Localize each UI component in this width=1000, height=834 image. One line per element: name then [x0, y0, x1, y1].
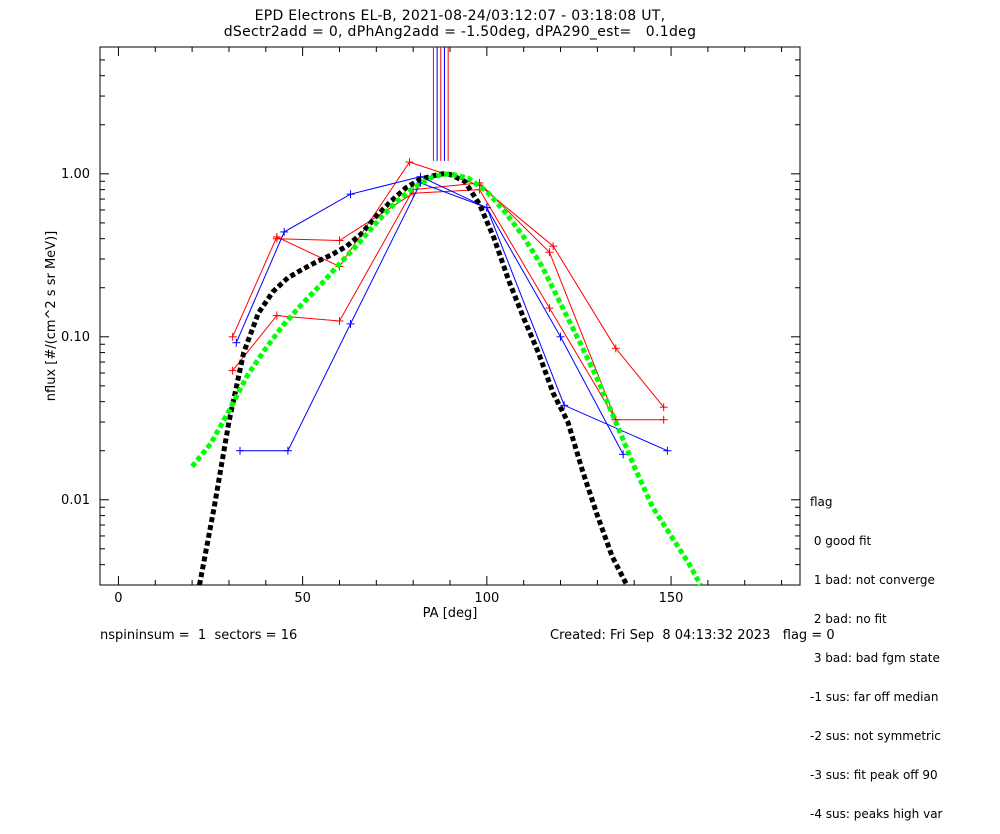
data-point [663, 446, 672, 455]
x-tick-label: 100 [474, 591, 499, 606]
footer-left: nspininsum = 1 sectors = 16 [100, 628, 298, 643]
data-point [228, 332, 237, 341]
legend-title: flag [810, 495, 833, 509]
y-tick-label: 1.00 [61, 167, 90, 182]
chart-plot: 0 50 100 150 0.01 0.10 1.00 PA [deg] nflux [#/… [44, 46, 801, 621]
axes: 0 50 100 150 0.01 0.10 1.00 [61, 46, 800, 606]
footer-right: Created: Fri Sep 8 04:13:32 2023 flag = … [550, 628, 835, 643]
data-point [272, 311, 281, 320]
data-point [545, 304, 554, 313]
legend-item: 2 bad: no fit [810, 612, 887, 626]
data-point [619, 450, 628, 459]
x-tick-label: 50 [294, 591, 311, 606]
data-point [283, 446, 292, 455]
data-point [405, 158, 414, 167]
data-marks [190, 47, 703, 587]
data-point [228, 366, 237, 375]
chart-subtitle: dSectr2add = 0, dPhAng2add = -1.50deg, d… [223, 24, 697, 40]
plot-frame [99, 46, 801, 586]
y-axis-label: nflux [#/(cm^2 s sr MeV)] [44, 231, 59, 401]
data-point [335, 317, 344, 326]
series-line [232, 161, 665, 408]
legend-item: -4 sus: peaks high var [810, 807, 943, 821]
data-point [560, 401, 569, 410]
data-point [272, 234, 281, 243]
data-point [482, 203, 491, 212]
data-point [659, 415, 668, 424]
y-tick-label: 0.01 [61, 493, 90, 508]
data-point [346, 319, 355, 328]
data-point [659, 403, 668, 412]
flag-legend: flag 0 good fit 1 bad: not converge 2 ba… [810, 470, 942, 834]
legend-item: 1 bad: not converge [810, 573, 935, 587]
legend-item: 3 bad: bad fgm state [810, 651, 940, 665]
data-point [545, 248, 554, 257]
legend-item: -3 sus: fit peak off 90 [810, 768, 938, 782]
x-tick-label: 0 [114, 591, 122, 606]
data-point [232, 338, 241, 347]
data-point [236, 446, 244, 455]
data-point [335, 236, 344, 245]
data-point [280, 227, 289, 236]
chart-title: EPD Electrons EL-B, 2021-08-24/03:12:07 … [254, 8, 666, 24]
data-point [611, 344, 620, 353]
x-axis-label: PA [deg] [423, 606, 478, 621]
series-line [240, 182, 668, 452]
series-line [232, 182, 664, 421]
legend-item: 0 good fit [810, 534, 872, 548]
data-point [556, 332, 565, 341]
data-point [549, 242, 558, 251]
legend-item: -1 sus: far off median [810, 690, 939, 704]
x-tick-label: 150 [659, 591, 684, 606]
legend-item: -2 sus: not symmetric [810, 729, 941, 743]
series-line [276, 189, 617, 420]
data-point [346, 190, 355, 199]
fit-curve [190, 171, 703, 587]
y-tick-label: 0.10 [61, 330, 90, 345]
fit-curve [197, 171, 630, 587]
